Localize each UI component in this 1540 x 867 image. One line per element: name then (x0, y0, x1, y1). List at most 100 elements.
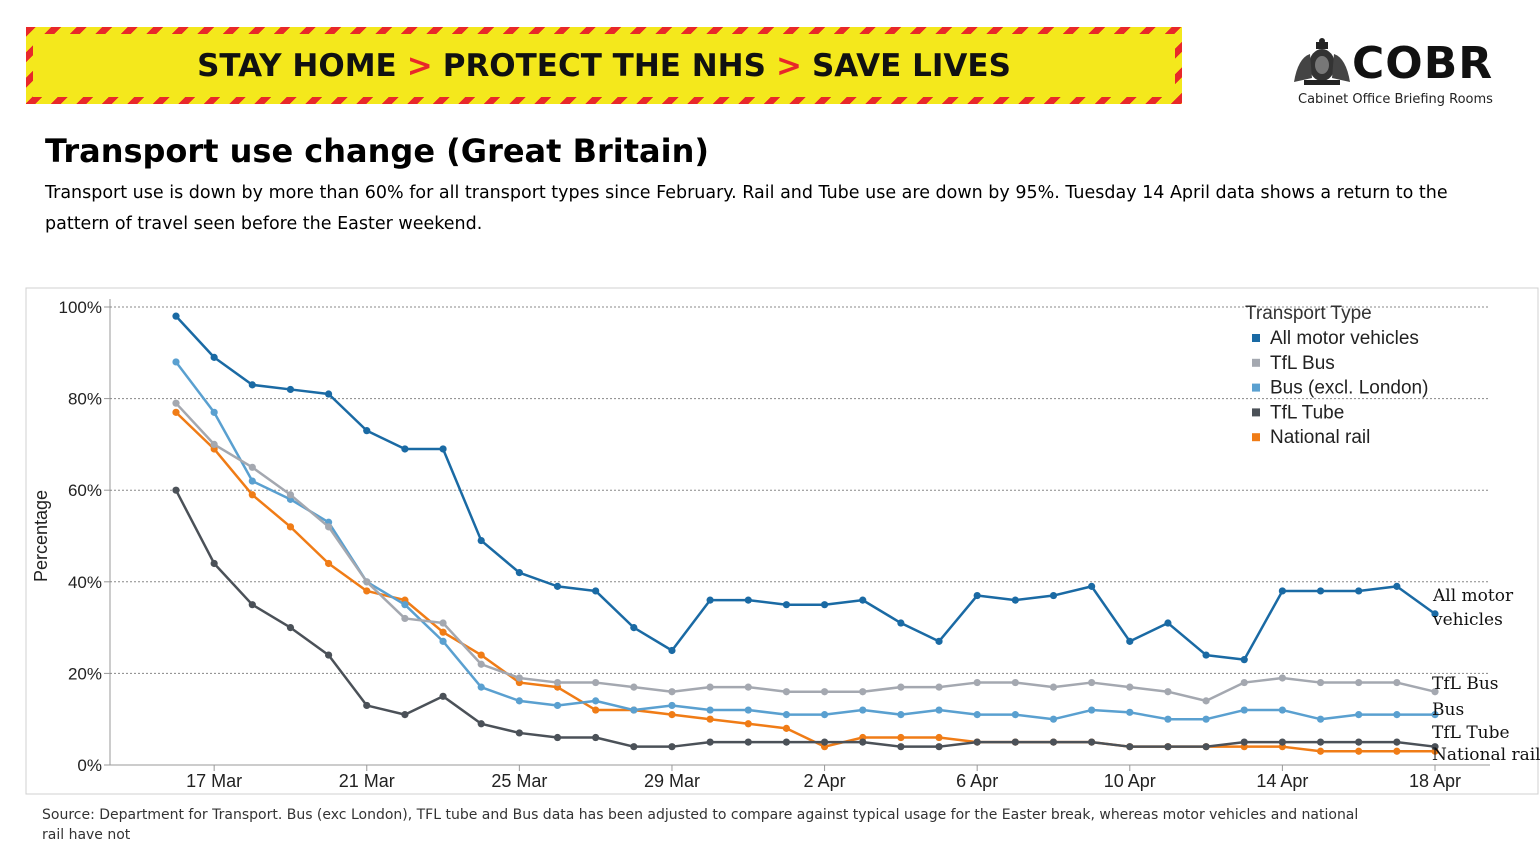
legend-swatch (1252, 334, 1260, 342)
data-point (1126, 637, 1134, 645)
data-point (782, 738, 791, 746)
data-point (820, 688, 829, 696)
x-tick-label: 18 Apr (1409, 771, 1461, 791)
data-point (782, 724, 791, 732)
slogan-banner: STAY HOME > PROTECT THE NHS > SAVE LIVES (26, 27, 1182, 104)
slogan-save-lives: SAVE LIVES (811, 47, 1011, 84)
end-label-all-motor-vehicles: All motor (1432, 586, 1514, 606)
cobr-subtitle: Cabinet Office Briefing Rooms (1298, 92, 1493, 107)
data-point (1164, 688, 1172, 696)
data-point (1355, 747, 1363, 755)
data-point (172, 312, 180, 320)
data-point (1011, 738, 1019, 746)
slogan-stay-home: STAY HOME (197, 47, 397, 84)
data-point (897, 683, 905, 691)
data-point (1088, 706, 1096, 714)
legend-entry: All motor vehicles (1270, 328, 1419, 349)
y-tick-label: 20% (68, 664, 102, 683)
end-label-all-motor-vehicles-line2: vehicles (1432, 610, 1503, 630)
y-tick-label: 40% (68, 573, 102, 592)
data-point (744, 706, 752, 714)
legend-swatch (1252, 433, 1260, 442)
data-point (553, 582, 562, 590)
data-point (477, 651, 485, 659)
data-point (820, 711, 829, 719)
legend-entry: Bus (excl. London) (1270, 378, 1428, 399)
data-point (1316, 747, 1325, 755)
series-line (175, 402, 1436, 703)
data-point (1126, 683, 1134, 691)
data-point (401, 614, 409, 623)
data-point (897, 743, 905, 751)
data-point (515, 729, 523, 737)
data-point (325, 651, 333, 659)
data-point (1355, 587, 1363, 595)
end-label: TfL Tube (1432, 723, 1510, 743)
data-point (744, 596, 752, 604)
data-point (1431, 711, 1439, 719)
data-point (706, 706, 714, 714)
data-point (592, 733, 600, 742)
data-point (515, 697, 523, 705)
data-point (553, 678, 562, 687)
data-point (935, 743, 943, 751)
data-point (1202, 715, 1210, 723)
slogan-banner-inner: STAY HOME > PROTECT THE NHS > SAVE LIVES (33, 34, 1175, 97)
data-point (1164, 715, 1172, 723)
data-point (592, 678, 600, 687)
data-point (744, 720, 752, 728)
data-point (363, 427, 371, 435)
legend-title: Transport Type (1245, 303, 1372, 324)
data-point (859, 738, 867, 746)
data-point (1240, 738, 1248, 746)
data-point (286, 385, 295, 394)
x-tick-label: 14 Apr (1256, 771, 1308, 791)
legend-entry: TfL Bus (1270, 353, 1335, 374)
data-point (363, 701, 371, 710)
data-point (172, 408, 180, 416)
data-point (553, 733, 562, 742)
data-point (1393, 711, 1401, 719)
data-point (820, 738, 829, 746)
data-point (1088, 678, 1096, 687)
data-point (210, 408, 218, 416)
data-point (782, 688, 791, 696)
data-point (935, 733, 943, 742)
data-point (210, 353, 218, 361)
series-line (175, 361, 1435, 721)
data-point (1393, 747, 1401, 755)
legend-swatch (1252, 358, 1260, 367)
data-point (401, 711, 409, 719)
data-point (1431, 688, 1439, 696)
data-point (630, 624, 638, 632)
data-point (1011, 596, 1019, 604)
data-point (286, 523, 295, 531)
data-point (706, 715, 714, 723)
source-note: Source: Department for Transport. Bus (e… (42, 807, 1359, 843)
data-point (859, 706, 867, 714)
data-point (1011, 711, 1019, 719)
data-point (363, 578, 371, 586)
data-point (401, 601, 409, 609)
data-point (325, 559, 333, 568)
data-point (706, 683, 714, 691)
royal-crest-icon (1294, 38, 1350, 85)
data-point (210, 440, 218, 448)
data-point (1355, 678, 1363, 687)
data-point (1240, 678, 1248, 687)
data-point (248, 601, 256, 609)
data-point (1049, 591, 1058, 600)
legend-entry: TfL Tube (1270, 402, 1344, 423)
data-point (363, 587, 371, 595)
x-tick-label: 21 Mar (339, 771, 395, 791)
data-point (1164, 619, 1172, 627)
data-point (630, 743, 638, 751)
y-tick-label: 0% (77, 756, 102, 775)
data-point (1088, 582, 1096, 590)
data-point (1278, 674, 1286, 682)
data-point (782, 711, 791, 719)
data-point (477, 536, 485, 545)
data-point (935, 683, 943, 691)
data-point (630, 706, 638, 714)
cobr-wordmark: COBR (1352, 38, 1494, 89)
